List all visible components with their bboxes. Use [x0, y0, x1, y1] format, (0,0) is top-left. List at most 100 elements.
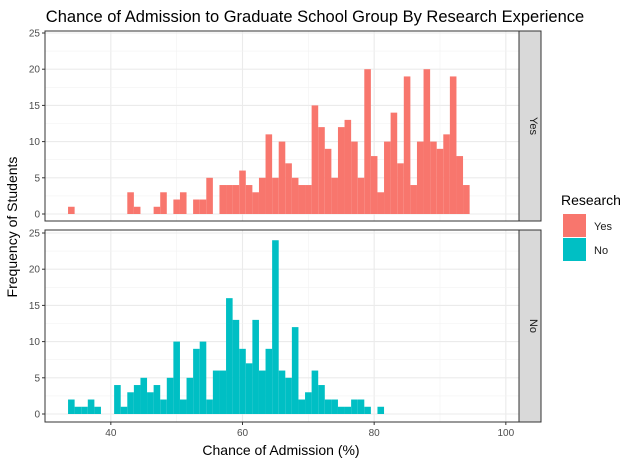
histogram-bar-yes [364, 69, 371, 214]
histogram-bar-no [81, 406, 88, 414]
y-axis-label: Frequency of Students [4, 157, 20, 298]
histogram-bar-no [206, 399, 213, 414]
histogram-bar-yes [68, 206, 75, 214]
legend-title: Research [561, 192, 621, 208]
histogram-bar-no [278, 370, 286, 414]
histogram-bar-yes [463, 185, 470, 214]
histogram-bar-no [173, 341, 180, 414]
histogram-bar-yes [153, 206, 161, 214]
histogram-bar-yes [127, 192, 134, 214]
histogram-bar-yes [226, 185, 233, 214]
y-tick-label: 5 [34, 173, 40, 184]
histogram-bar-no [344, 406, 352, 414]
histogram-bar-no [364, 406, 371, 414]
y-tick-label: 15 [29, 101, 41, 112]
y-tick-label: 15 [29, 301, 41, 312]
histogram-bar-no [153, 385, 161, 414]
histogram-bar-no [140, 377, 148, 414]
histogram-bar-no [298, 399, 306, 414]
histogram-bar-no [311, 370, 319, 414]
y-tick-label: 10 [29, 137, 41, 148]
histogram-bar-yes [133, 206, 141, 214]
histogram-bar-yes [173, 199, 180, 214]
histogram-bar-yes [324, 148, 332, 214]
facet-strip-no [518, 229, 542, 423]
histogram-bar-yes [179, 192, 187, 214]
histogram-bar-yes [337, 127, 345, 214]
histogram-bar-no [351, 399, 358, 414]
histogram-bar-yes [278, 141, 286, 214]
histogram-bar-yes [298, 185, 306, 214]
histogram-bar-no [160, 399, 167, 414]
histogram-bar-no [291, 327, 299, 414]
histogram-bar-yes [285, 163, 292, 214]
x-tick-label: 60 [237, 428, 249, 439]
histogram-bar-no [179, 399, 187, 414]
histogram-bar-yes [370, 156, 378, 214]
histogram-bar-yes [410, 185, 417, 214]
histogram-bar-no [265, 348, 273, 414]
histogram-bar-yes [239, 170, 246, 214]
histogram-bar-no [337, 406, 345, 414]
histogram-bar-yes [436, 148, 444, 214]
histogram-bar-yes [245, 185, 253, 214]
histogram-bar-no [133, 385, 141, 414]
histogram-bar-no [147, 392, 154, 414]
x-tick-label: 100 [497, 428, 514, 439]
histogram-bar-yes [344, 119, 352, 214]
histogram-bar-yes [232, 185, 240, 214]
legend-key-no [563, 238, 586, 261]
histogram-bar-no [258, 370, 266, 414]
y-tick-label: 0 [34, 410, 40, 421]
histogram-bar-no [212, 370, 220, 414]
histogram-bar-no [219, 370, 227, 414]
histogram-bar-no [331, 399, 338, 414]
facet-strip-no-label: No [527, 319, 539, 333]
histogram-bar-yes [397, 163, 404, 214]
histogram-bar-yes [377, 192, 385, 214]
histogram-bar-no [186, 377, 194, 414]
histogram-bar-yes [449, 76, 457, 214]
histogram-bar-yes [272, 177, 279, 214]
panel-no-y-axis: 0 5 10 15 20 25 [29, 229, 45, 421]
histogram-bar-no [318, 385, 325, 414]
histogram-bar-yes [430, 141, 437, 214]
histogram-bar-yes [252, 192, 259, 214]
histogram-bar-no [68, 399, 75, 414]
histogram-bar-yes [456, 156, 464, 214]
y-tick-label: 20 [29, 265, 41, 276]
facet-strip-yes-label: Yes [527, 117, 539, 135]
panel-yes-y-axis: 0 5 10 15 20 25 [29, 29, 45, 221]
legend-label-no: No [594, 245, 608, 257]
histogram-bar-yes [160, 192, 167, 214]
histogram-bar-no [166, 377, 174, 414]
histogram-bar-no [193, 348, 200, 414]
histogram-bar-yes [390, 112, 398, 214]
histogram-bar-no [245, 363, 253, 414]
x-tick-label: 40 [105, 428, 117, 439]
histogram-bar-yes [291, 177, 299, 214]
histogram-bar-yes [331, 177, 338, 214]
histogram-bar-yes [265, 134, 273, 214]
y-tick-label: 25 [29, 229, 41, 240]
x-tick-label: 80 [369, 428, 381, 439]
histogram-bar-yes [219, 185, 227, 214]
x-axis: 40 60 80 100 [105, 422, 515, 439]
histogram-bar-no [377, 406, 385, 414]
histogram-bar-yes [318, 127, 325, 214]
histogram-bar-yes [206, 177, 213, 214]
histogram-bar-yes [199, 199, 207, 214]
histogram-bar-yes [384, 141, 391, 214]
histogram-bar-no [94, 406, 101, 414]
y-tick-label: 20 [29, 65, 41, 76]
histogram-bar-no [127, 392, 134, 414]
histogram-bar-yes [311, 105, 319, 214]
histogram-bar-no [272, 240, 279, 414]
histogram-bar-no [305, 392, 312, 414]
histogram-bar-yes [351, 141, 358, 214]
histogram-bar-no [120, 406, 128, 414]
legend-label-yes: Yes [594, 221, 612, 233]
histogram-bar-no [232, 319, 240, 414]
y-tick-label: 5 [34, 373, 40, 384]
